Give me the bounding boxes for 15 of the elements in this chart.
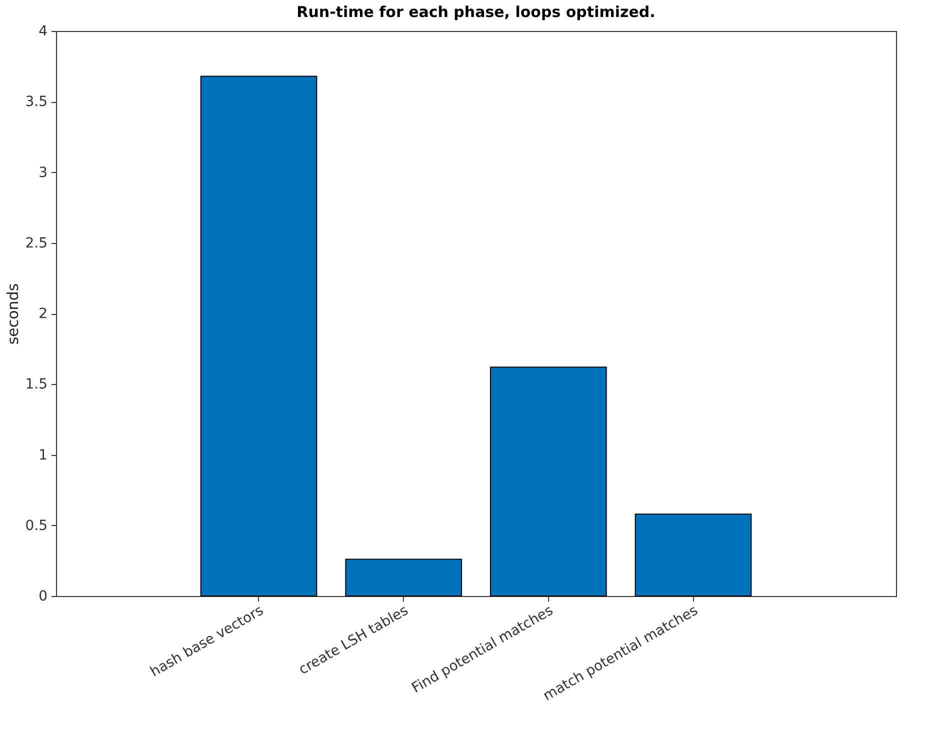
y-tick-label: 1.5 [25, 376, 48, 393]
bar [490, 366, 607, 596]
chart-title: Run-time for each phase, loops optimized. [296, 3, 656, 21]
y-tick-label: 0.5 [25, 518, 48, 534]
y-tick-label: 2.5 [25, 235, 48, 252]
y-tick-label: 1 [38, 447, 48, 464]
y-tick-label: 2 [38, 306, 48, 322]
bar [200, 76, 318, 596]
y-tick-label: 0 [38, 588, 48, 604]
y-tick-label: 4 [38, 24, 48, 40]
bar [345, 558, 462, 596]
y-tick-label: 3.5 [25, 94, 48, 110]
y-axis-title: seconds [4, 283, 22, 345]
y-tick-label: 3 [38, 164, 48, 181]
bar [634, 514, 752, 596]
